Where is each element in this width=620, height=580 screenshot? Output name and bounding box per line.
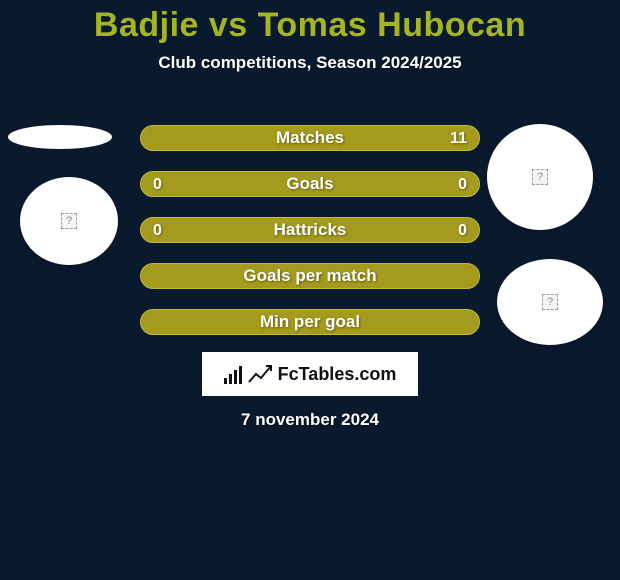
stat-label: Min per goal <box>260 312 360 332</box>
footer-date: 7 november 2024 <box>0 410 620 430</box>
logo-text: FcTables.com <box>278 364 397 385</box>
stat-right-value: 0 <box>458 218 467 244</box>
placeholder-icon: ? <box>532 169 548 185</box>
stat-right-value: 0 <box>458 172 467 198</box>
player-right-avatar-1: ? <box>487 124 593 230</box>
page-title: Badjie vs Tomas Hubocan <box>0 0 620 45</box>
stat-label: Hattricks <box>274 220 347 240</box>
logo-arrow-icon <box>248 364 272 384</box>
stat-right-value: 11 <box>450 126 467 152</box>
left-ellipse-decoration <box>8 125 112 149</box>
stat-label: Matches <box>276 128 344 148</box>
placeholder-icon: ? <box>61 213 77 229</box>
stat-row-hattricks: 0 Hattricks 0 <box>140 217 480 243</box>
stat-row-goals-per-match: Goals per match <box>140 263 480 289</box>
player-left-avatar: ? <box>20 177 118 265</box>
page-subtitle: Club competitions, Season 2024/2025 <box>0 53 620 73</box>
stat-label: Goals <box>286 174 333 194</box>
stat-row-min-per-goal: Min per goal <box>140 309 480 335</box>
stat-label: Goals per match <box>243 266 376 286</box>
stat-left-value: 0 <box>153 172 162 198</box>
logo-bars-icon <box>224 364 242 384</box>
stat-row-matches: Matches 11 <box>140 125 480 151</box>
player-right-avatar-2: ? <box>497 259 603 345</box>
comparison-infographic: Badjie vs Tomas Hubocan Club competition… <box>0 0 620 580</box>
stat-left-value: 0 <box>153 218 162 244</box>
placeholder-icon: ? <box>542 294 558 310</box>
stat-row-goals: 0 Goals 0 <box>140 171 480 197</box>
stats-container: Matches 11 0 Goals 0 0 Hattricks 0 Goals… <box>140 125 480 355</box>
fctables-logo: FcTables.com <box>202 352 418 396</box>
